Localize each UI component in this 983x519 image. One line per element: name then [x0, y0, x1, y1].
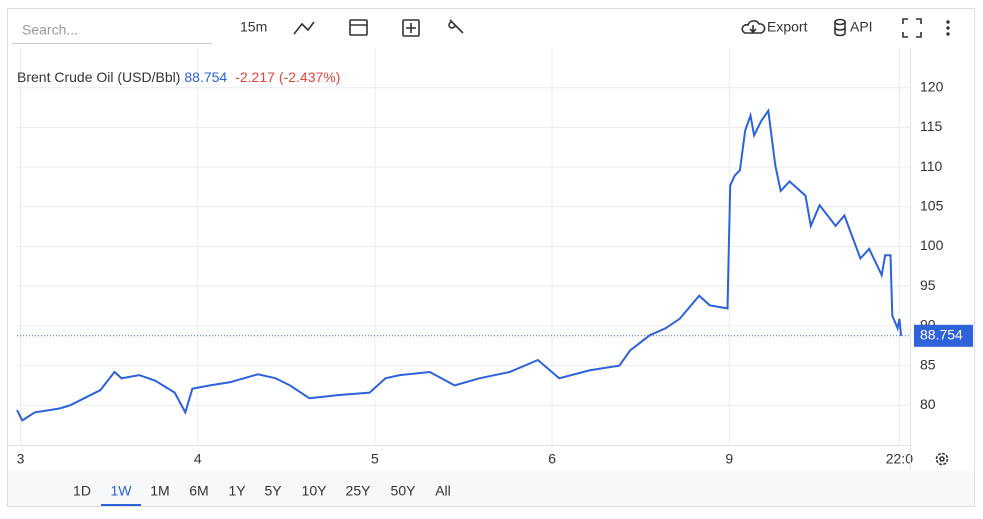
range-button[interactable]: All [435, 483, 451, 499]
frame [7, 8, 975, 507]
range-button[interactable]: 1D [73, 483, 91, 499]
range-button[interactable]: 50Y [391, 483, 417, 499]
range-button[interactable]: 6M [189, 483, 208, 499]
y-tick-label: 115 [920, 118, 943, 134]
range-button[interactable]: 5Y [264, 483, 282, 499]
range-button[interactable]: 1Y [228, 483, 246, 499]
interval-button[interactable]: 15m [240, 19, 267, 35]
last-price-label: 88.754 [920, 326, 963, 342]
y-tick-label: 80 [920, 396, 936, 412]
y-tick-label: 110 [920, 158, 943, 174]
x-tick-label: 3 [17, 451, 25, 467]
range-button[interactable]: 1W [111, 483, 133, 499]
x-tick-label: 9 [725, 451, 733, 467]
x-tick-label: 6 [548, 451, 556, 467]
chart-type-icon[interactable] [293, 21, 315, 35]
y-tick-label: 105 [920, 198, 944, 214]
range-button[interactable]: 25Y [346, 483, 372, 499]
api-button[interactable]: API [850, 19, 873, 35]
range-buttons: 1D 1W 1M 6M 1Y 5Y 10Y 25Y 50Y All [73, 483, 451, 506]
range-bar [8, 471, 974, 506]
last-price: 88.754 [184, 69, 227, 85]
menu-icon[interactable] [946, 20, 950, 36]
range-button[interactable]: 1M [150, 483, 169, 499]
y-tick-label: 120 [920, 78, 944, 94]
y-tick-label: 95 [920, 277, 936, 293]
add-icon[interactable] [402, 19, 420, 37]
y-tick-label: 100 [920, 237, 944, 253]
export-button[interactable]: Export [767, 19, 808, 35]
last-price-box [914, 324, 973, 347]
x-tick-label: 4 [194, 451, 202, 467]
tools-icon[interactable] [448, 19, 464, 34]
search-placeholder: Search... [22, 22, 78, 38]
x-tick-label: 22:0 [886, 451, 913, 467]
range-button[interactable]: 10Y [302, 483, 328, 499]
x-tick-label: 5 [371, 451, 379, 467]
api-icon[interactable] [834, 18, 846, 37]
calendar-icon[interactable] [349, 19, 368, 36]
search-box[interactable] [12, 18, 212, 44]
settings-icon[interactable] [935, 452, 949, 466]
chart-title: Brent Crude Oil (USD/Bbl) 88.754 -2.217 (-2… [17, 69, 340, 85]
export-icon[interactable] [741, 20, 766, 34]
price-change-pct: (-2.437%) [279, 69, 340, 85]
price-line [16, 107, 903, 422]
y-tick-label: 85 [920, 356, 936, 372]
fullscreen-icon[interactable] [902, 18, 922, 38]
price-change: -2.217 [235, 69, 275, 85]
instrument-name: Brent Crude Oil (USD/Bbl) [17, 69, 180, 85]
